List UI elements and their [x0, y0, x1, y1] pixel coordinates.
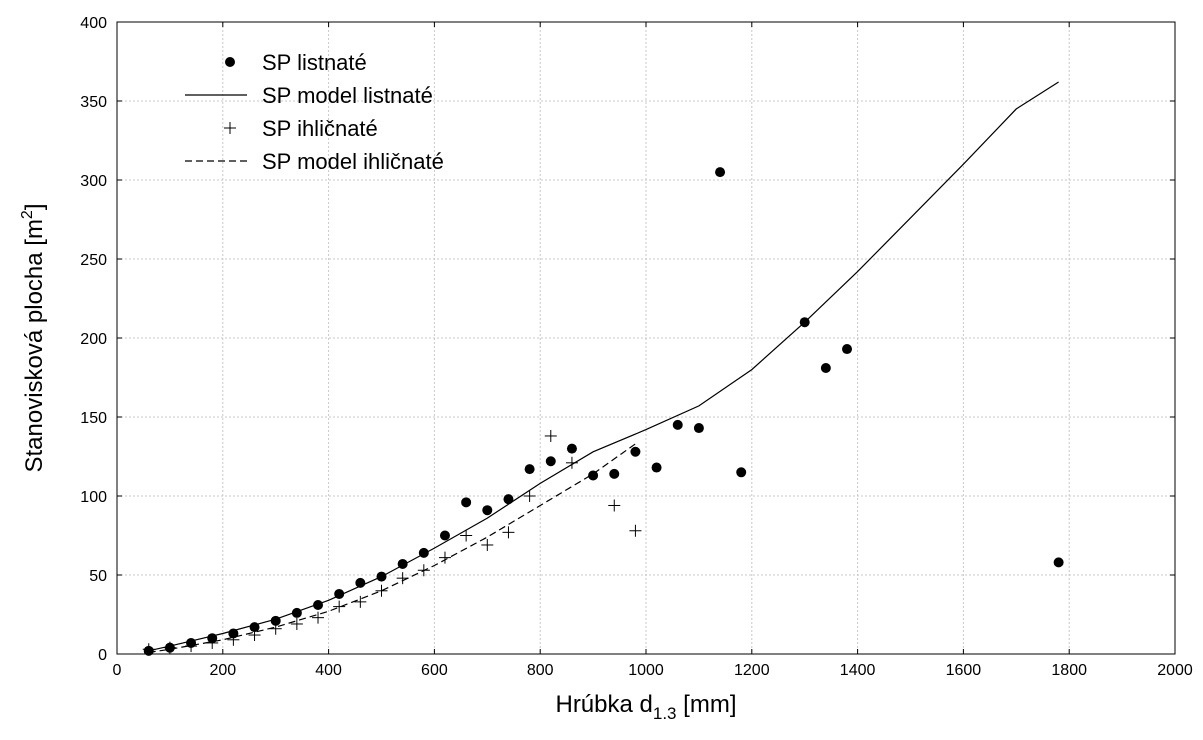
data-point-sp-ihlicnate — [565, 456, 578, 469]
data-point-sp-ihlicnate — [354, 595, 367, 608]
data-point-sp-ihlicnate — [608, 499, 621, 512]
x-axis-title-subscript: 1.3 — [653, 704, 677, 723]
x-tick-label: 1600 — [946, 662, 982, 679]
data-point-sp-ihlicnate — [227, 633, 240, 646]
y-axis-title: Stanovisková plocha [m2] — [19, 203, 48, 472]
x-axis-title-unit: [mm] — [677, 691, 737, 718]
data-point-sp-ihlicnate — [502, 526, 515, 539]
legend: SP listnaté SP model listnaté SP ihličnaté… — [185, 50, 444, 174]
legend-item: SP model ihličnaté — [185, 149, 444, 174]
y-tick-label: 400 — [80, 15, 107, 32]
x-tick-label: 1000 — [628, 662, 664, 679]
x-axis-title: Hrúbka d1.3 [mm] — [555, 691, 736, 723]
data-point-sp-ihlicnate — [629, 524, 642, 537]
data-point-sp-listnate — [313, 600, 324, 611]
x-tick-label: 1800 — [1051, 662, 1087, 679]
data-point-sp-listnate — [524, 464, 535, 475]
x-tick-label: 600 — [421, 662, 448, 679]
y-tick-label: 100 — [80, 489, 107, 506]
data-point-sp-ihlicnate — [481, 538, 494, 551]
series-sp-listnate — [143, 167, 1064, 656]
data-point-sp-listnate — [503, 494, 514, 505]
data-point-sp-listnate — [820, 363, 831, 374]
legend-item: SP model listnaté — [185, 83, 433, 108]
data-point-sp-ihlicnate — [375, 584, 388, 597]
x-axis-title-main: Hrúbka d — [555, 691, 652, 718]
data-point-sp-ihlicnate — [163, 641, 176, 654]
data-point-sp-listnate — [588, 470, 599, 481]
legend-item: SP listnaté — [225, 50, 367, 75]
grid — [117, 22, 1175, 654]
x-tick-label: 400 — [315, 662, 342, 679]
y-tick-label: 350 — [80, 94, 107, 111]
y-tick-label: 50 — [89, 568, 107, 585]
legend-label: SP model ihličnaté — [262, 149, 444, 174]
data-point-sp-listnate — [842, 344, 853, 355]
data-point-sp-listnate — [1053, 557, 1064, 568]
data-point-sp-listnate — [566, 443, 577, 454]
data-point-sp-ihlicnate — [269, 622, 282, 635]
data-point-sp-listnate — [736, 467, 747, 478]
y-tick-label: 250 — [80, 252, 107, 269]
data-point-sp-ihlicnate — [312, 611, 325, 624]
data-point-sp-listnate — [630, 446, 641, 457]
series-sp-ihlicnate — [142, 429, 642, 656]
axis-ticks: 0 200 400 600 800 1000 1200 1400 1600 1800 2000 0 50… — [80, 15, 1193, 679]
x-tick-label: 200 — [209, 662, 236, 679]
y-axis-title-main: Stanovisková plocha [m — [21, 219, 48, 472]
data-point-sp-listnate — [439, 530, 450, 541]
legend-label: SP ihličnaté — [262, 116, 378, 141]
data-point-sp-ihlicnate — [460, 529, 473, 542]
series-layer — [142, 81, 1064, 656]
y-tick-label: 150 — [80, 410, 107, 427]
legend-label: SP listnaté — [262, 50, 367, 75]
data-point-sp-ihlicnate — [333, 600, 346, 613]
data-point-sp-listnate — [651, 462, 662, 473]
data-point-sp-ihlicnate — [523, 490, 536, 502]
y-tick-label: 200 — [80, 331, 107, 348]
data-point-sp-listnate — [672, 419, 683, 430]
x-tick-label: 2000 — [1157, 662, 1193, 679]
data-point-sp-ihlicnate — [290, 617, 303, 630]
y-axis-title-end: ] — [21, 203, 48, 210]
x-tick-label: 1400 — [840, 662, 876, 679]
legend-marker-circle — [225, 57, 235, 67]
series-line-sp-model-listnate — [148, 81, 1059, 652]
data-point-sp-ihlicnate — [438, 551, 451, 564]
data-point-sp-listnate — [482, 505, 493, 516]
series-sp-model-listnate — [148, 81, 1059, 652]
series-sp-model-ihlicnate — [148, 443, 636, 653]
y-axis-title-superscript: 2 — [19, 210, 36, 219]
x-tick-label: 800 — [527, 662, 554, 679]
data-point-sp-listnate — [545, 456, 556, 467]
data-point-sp-ihlicnate — [142, 643, 155, 656]
data-point-sp-listnate — [609, 468, 620, 479]
legend-item: SP ihličnaté — [224, 116, 378, 141]
data-point-sp-listnate — [418, 547, 429, 558]
data-point-sp-listnate — [715, 167, 726, 178]
data-point-sp-ihlicnate — [248, 629, 261, 642]
y-tick-label: 300 — [80, 173, 107, 190]
data-point-sp-listnate — [461, 497, 472, 508]
series-line-sp-model-ihlicnate — [148, 443, 636, 653]
legend-label: SP model listnaté — [262, 83, 433, 108]
y-tick-label: 0 — [98, 647, 107, 664]
data-point-sp-listnate — [693, 423, 704, 434]
x-tick-label: 0 — [113, 662, 122, 679]
data-point-sp-ihlicnate — [544, 429, 557, 442]
x-tick-label: 1200 — [734, 662, 770, 679]
